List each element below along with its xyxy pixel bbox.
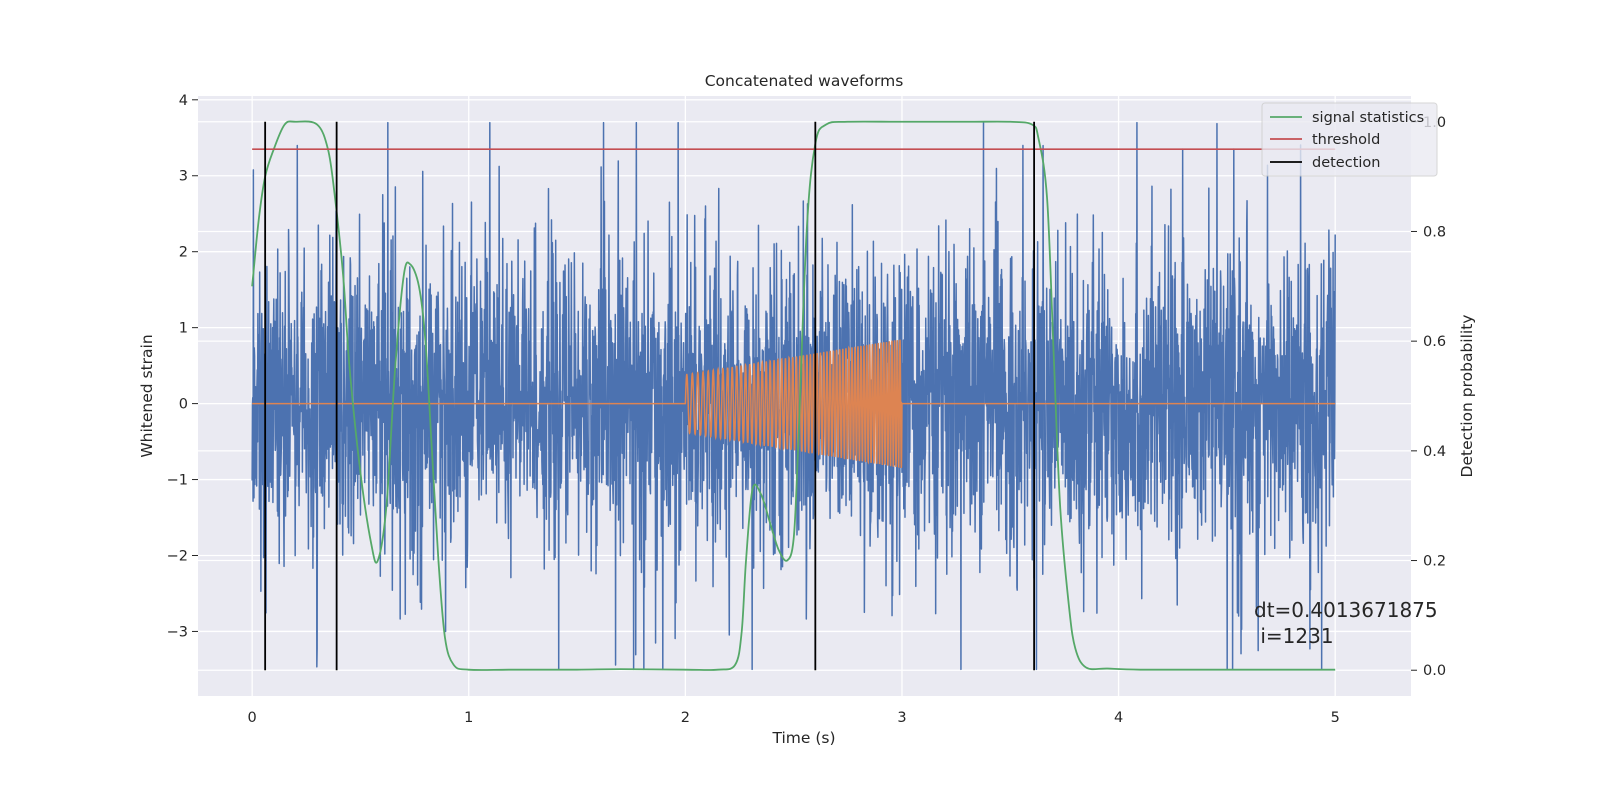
y2-ticks: 0.00.20.40.60.81.0 bbox=[1411, 115, 1446, 679]
x-axis-title: Time (s) bbox=[771, 729, 835, 747]
plot-area bbox=[251, 120, 1336, 671]
y-tick-label: 1 bbox=[179, 321, 188, 337]
x-ticks: 0 1 2 3 4 5 bbox=[248, 710, 1340, 726]
y2-tick-label: 0.0 bbox=[1423, 663, 1446, 679]
y2-axis-title: Detection probability bbox=[1458, 315, 1476, 478]
chart-title: Concatenated waveforms bbox=[705, 72, 904, 90]
annotation: dt=0.4013671875 i=1231 bbox=[1254, 598, 1438, 648]
y-tick-label: 3 bbox=[179, 169, 188, 185]
y-tick-label: 2 bbox=[179, 245, 188, 261]
annotation-line-2: i=1231 bbox=[1254, 624, 1334, 648]
chirp-line bbox=[252, 339, 1336, 469]
y-tick-label: 4 bbox=[179, 93, 188, 109]
y-tick-label: −3 bbox=[167, 624, 188, 640]
x-tick-label: 4 bbox=[1114, 710, 1123, 726]
legend-label-detection: detection bbox=[1312, 155, 1380, 171]
x-tick-label: 2 bbox=[681, 710, 690, 726]
y-tick-label: −2 bbox=[167, 548, 188, 564]
legend: signal statistics threshold detection bbox=[1261, 102, 1438, 177]
chirp-series bbox=[252, 339, 1336, 469]
legend-label-threshold: threshold bbox=[1312, 132, 1380, 148]
detection-series bbox=[264, 121, 1036, 671]
y2-tick-label: 0.8 bbox=[1423, 224, 1446, 240]
legend-label-signal-statistics: signal statistics bbox=[1312, 110, 1424, 126]
legend-box bbox=[1261, 102, 1438, 177]
signal-statistics-series bbox=[251, 120, 1336, 671]
y-ticks: −3 −2 −1 0 1 2 3 4 bbox=[167, 93, 198, 640]
signal-statistics-line bbox=[251, 120, 1336, 671]
y-axis-title: Whitened strain bbox=[138, 334, 156, 457]
y2-tick-label: 0.6 bbox=[1423, 334, 1446, 350]
x-tick-label: 5 bbox=[1331, 710, 1340, 726]
x-tick-label: 0 bbox=[248, 710, 257, 726]
x-tick-label: 1 bbox=[464, 710, 473, 726]
annotation-line-1: dt=0.4013671875 bbox=[1254, 598, 1438, 622]
y-tick-label: 0 bbox=[179, 397, 188, 413]
y2-tick-label: 0.2 bbox=[1423, 554, 1446, 570]
x-tick-label: 3 bbox=[897, 710, 906, 726]
y-tick-label: −1 bbox=[167, 473, 188, 489]
y2-tick-label: 0.4 bbox=[1423, 444, 1446, 460]
